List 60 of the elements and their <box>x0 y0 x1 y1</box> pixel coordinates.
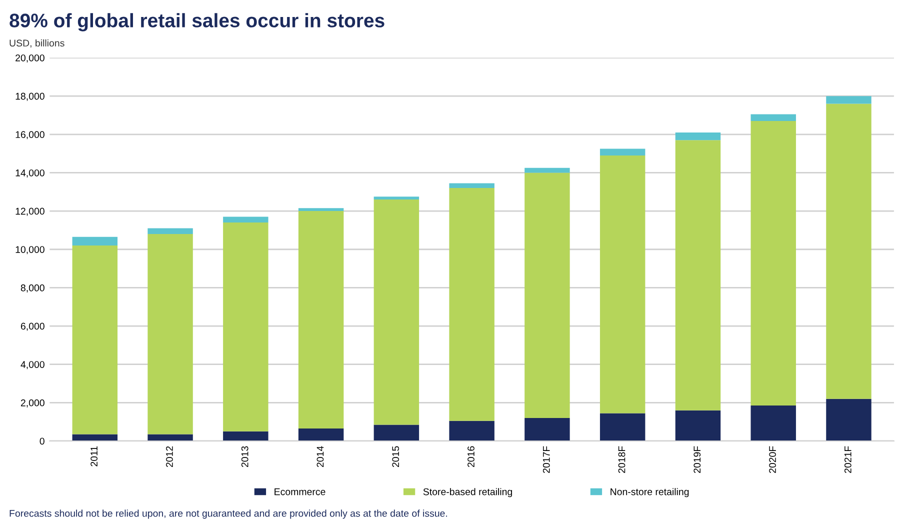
bar <box>449 188 494 421</box>
bar <box>524 168 570 173</box>
bar <box>148 434 193 441</box>
bar <box>675 410 721 441</box>
bar <box>298 208 344 212</box>
y-tick-label: 6,000 <box>20 322 44 331</box>
y-tick-label: 18,000 <box>16 92 44 101</box>
y-tick-label: 4,000 <box>20 361 44 370</box>
bar <box>298 211 344 429</box>
y-tick-label: 20,000 <box>16 54 44 63</box>
bar <box>826 96 872 104</box>
bar <box>826 104 872 399</box>
bar <box>449 420 494 441</box>
x-tick-label: 2014 <box>316 446 324 467</box>
bar <box>223 222 268 432</box>
bar <box>148 228 193 234</box>
legend-label: Ecommerce <box>274 488 326 496</box>
y-tick-label: 8,000 <box>20 284 44 292</box>
x-tick-label: 2011 <box>90 446 98 466</box>
bar <box>223 431 268 441</box>
bar <box>600 148 646 156</box>
x-tick-label: 2012 <box>166 446 173 467</box>
x-tick-label: 2017F <box>542 446 550 473</box>
y-tick-label: 2,000 <box>20 399 44 408</box>
x-tick-label: 2020F <box>769 446 776 473</box>
bar <box>449 183 494 188</box>
bar <box>223 216 268 223</box>
bar <box>298 428 344 441</box>
bar <box>374 200 420 425</box>
x-tick-label: 2013 <box>241 446 248 467</box>
legend-label: Store-based retailing <box>423 488 512 498</box>
text: Forecasts should not be relied upon, are not guaranteed and are provided only as at the date of issue. <box>10 510 448 519</box>
bar <box>750 406 796 441</box>
bar <box>600 155 646 414</box>
chart-title: 89% of global retail sales occur in stores <box>10 13 384 32</box>
bar <box>72 246 118 434</box>
bar <box>148 234 193 434</box>
bar <box>675 140 721 410</box>
bar <box>524 418 570 441</box>
bar <box>826 398 872 441</box>
y-tick-label: 0 <box>40 438 44 445</box>
bar <box>750 114 796 121</box>
y-tick-label: 10,000 <box>16 246 44 254</box>
bar <box>600 413 646 441</box>
legend-label: Non-store retailing <box>610 488 689 498</box>
x-tick-label: 2021F <box>844 446 852 473</box>
bar <box>374 196 420 200</box>
y-tick-label: 14,000 <box>16 169 44 178</box>
chart-subtitle: USD, billions <box>10 39 64 48</box>
bar <box>750 120 796 406</box>
x-tick-label: 2016 <box>468 446 474 467</box>
bar <box>524 172 570 418</box>
x-tick-label: 2015 <box>392 446 400 467</box>
x-tick-label: 2018F <box>618 446 626 473</box>
bar <box>374 424 420 441</box>
x-tick-label: 2019F <box>694 446 701 473</box>
y-tick-label: 16,000 <box>16 131 44 140</box>
y-tick-label: 12,000 <box>16 208 44 216</box>
bar <box>72 236 118 246</box>
bar <box>675 132 721 140</box>
